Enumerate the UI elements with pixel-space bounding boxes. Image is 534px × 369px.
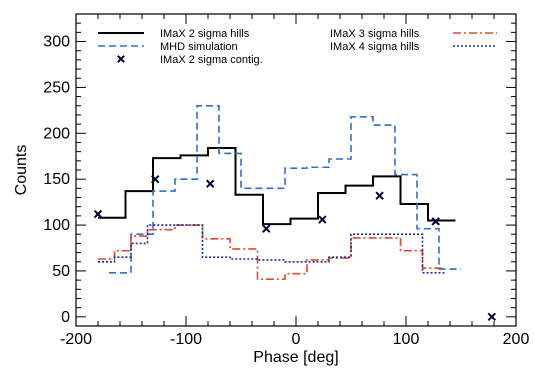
data-point [318, 215, 327, 224]
y-axis-title: Counts [13, 145, 30, 196]
legend-item-imax-4-sigma-hills: IMaX 4 sigma hills [330, 41, 497, 53]
series-imax-2-sigma-contig [93, 174, 497, 322]
y-tick-label: 150 [43, 171, 70, 188]
legend-label: IMaX 4 sigma hills [330, 41, 420, 53]
tick-labels: -200 -100 0 100 200 0 50 100 150 200 250 300 [43, 34, 529, 348]
data-point [205, 179, 215, 188]
series-imax-4-sigma-hills [98, 224, 445, 274]
y-tick-label: 250 [43, 79, 70, 96]
series-line [98, 224, 445, 274]
axis-ticks [75, 14, 517, 326]
x-axis-title: Phase [deg] [253, 349, 338, 366]
legend-label: IMaX 2 sigma hills [160, 28, 250, 40]
legend-label: IMaX 3 sigma hills [330, 28, 420, 40]
data-point [487, 312, 497, 322]
series-imax-3-sigma-hills [98, 224, 445, 280]
series-line [109, 104, 461, 274]
point-stroke [93, 209, 103, 219]
legend-item-imax-3-sigma-hills: IMaX 3 sigma hills [330, 28, 497, 40]
y-tick-label: 0 [61, 309, 70, 326]
point-stroke [318, 215, 327, 224]
point-stroke [487, 312, 497, 322]
y-tick-label: 300 [43, 34, 70, 51]
y-tick-label: 200 [43, 125, 70, 142]
x-tick-label: 100 [393, 331, 420, 348]
data-point [262, 224, 271, 233]
x-tick-label: -200 [60, 331, 92, 348]
legend-label: MHD simulation [160, 41, 238, 53]
legend-label: IMaX 2 sigma contig. [160, 54, 263, 66]
point-stroke [150, 174, 160, 184]
series-line [98, 224, 445, 280]
data-point [375, 191, 384, 200]
legend-item-imax-2-sigma-hills: IMaX 2 sigma hills [98, 28, 250, 40]
data-point [150, 174, 160, 184]
y-tick-label: 100 [43, 217, 70, 234]
legend-item-imax-2-sigma-contig: IMaX 2 sigma contig. [117, 54, 263, 66]
point-stroke [375, 191, 384, 200]
y-tick-label: 50 [52, 263, 70, 280]
point-stroke [262, 224, 271, 233]
data-point [93, 209, 103, 219]
plot-frame [75, 13, 517, 327]
x-tick-label: 0 [292, 331, 301, 348]
x-tick-label: 200 [503, 331, 530, 348]
legend-item-mhd-simulation: MHD simulation [98, 41, 238, 53]
point-stroke [205, 179, 215, 188]
plot-area [93, 104, 497, 322]
series-imax-2-sigma-hills [98, 146, 456, 226]
x-tick-label: -100 [170, 331, 202, 348]
data-point [431, 217, 440, 226]
point-stroke [431, 217, 440, 226]
series-line [98, 146, 456, 226]
series-mhd-simulation [109, 104, 461, 274]
legend-symbol [117, 55, 125, 63]
